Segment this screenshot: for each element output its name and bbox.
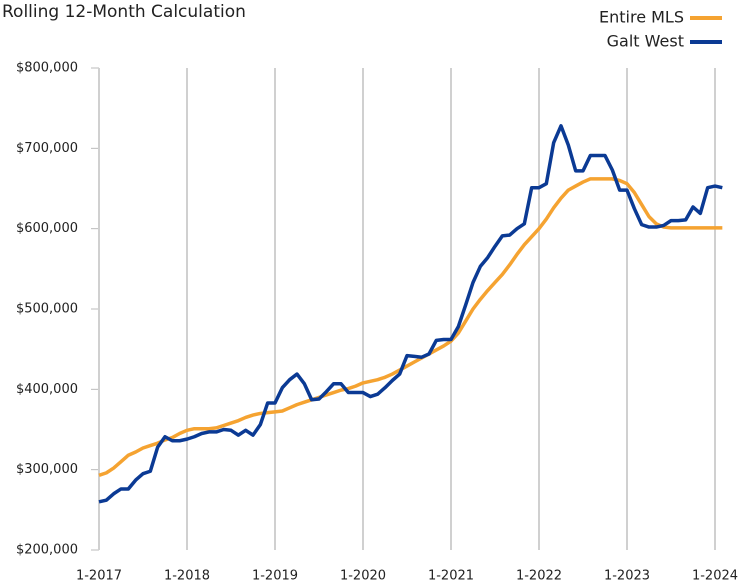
x-tick-label: 1-2019	[252, 569, 298, 584]
x-tick-label: 1-2017	[76, 569, 122, 584]
y-tick-label: $200,000	[16, 543, 78, 558]
x-tick-label: 1-2022	[516, 569, 562, 584]
y-tick-label: $600,000	[16, 221, 78, 236]
y-tick-label: $800,000	[16, 61, 78, 76]
x-tick-label: 1-2024	[692, 569, 738, 584]
x-tick-label: 1-2023	[604, 569, 650, 584]
x-tick-label: 1-2020	[340, 569, 386, 584]
legend-label: Galt West	[607, 32, 684, 51]
series-line	[98, 177, 723, 477]
x-tick-label: 1-2021	[428, 569, 474, 584]
x-tick-label: 1-2018	[164, 569, 210, 584]
series-line	[98, 124, 723, 504]
chart-title: Rolling 12-Month Calculation	[2, 2, 246, 22]
legend-label: Entire MLS	[599, 8, 684, 27]
y-tick-label: $500,000	[16, 302, 78, 317]
y-tick-label: $400,000	[16, 382, 78, 397]
y-tick-label: $700,000	[16, 141, 78, 156]
y-tick-label: $300,000	[16, 462, 78, 477]
